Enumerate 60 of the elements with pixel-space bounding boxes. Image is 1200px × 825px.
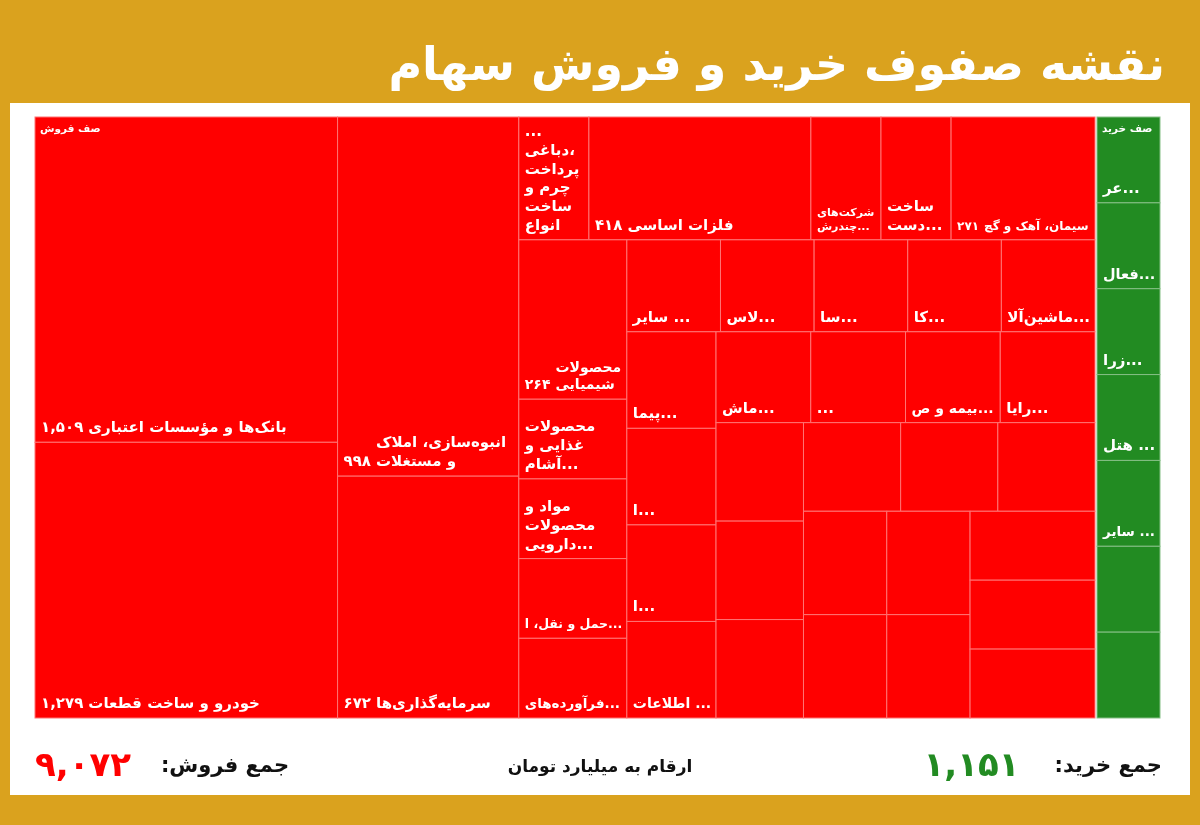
cell-label: کا... [913, 307, 946, 326]
cell-label: سا... [820, 307, 858, 326]
cell-label: خودرو و ساخت قطعات [88, 694, 260, 712]
cell-label: لاس... [726, 307, 776, 326]
cell-label: ... [524, 122, 542, 141]
cell-label: رایا... [1006, 398, 1049, 417]
cell-label: ماشین‌آلا... [1007, 307, 1091, 326]
value-label: ۹۹۸ [343, 452, 372, 471]
cell-label: پیما... [632, 404, 678, 423]
cell-label: ا... [632, 597, 656, 616]
value-label: ۲۶۴ [524, 376, 551, 393]
cell-label: ماش... [722, 398, 775, 417]
cell-label: ساخت [887, 197, 935, 216]
cell-label: حمل و نقل، ا... [524, 616, 623, 632]
cell-label: فعال... [1103, 265, 1156, 282]
cell-label: سایر ... [632, 307, 691, 326]
cell-label: غذایی و [524, 436, 585, 455]
annotation: ارقام به میلیارد تومان [507, 756, 693, 776]
annotation: ۱,۱۵۱ [923, 744, 1020, 784]
cell-label: ا... [632, 500, 656, 519]
cell-label: آشام... [524, 454, 579, 473]
cell-label: سیمان، آهک و گچ [984, 218, 1089, 233]
annotation: جمع خرید: [1054, 753, 1162, 777]
title: نقشه صفوف خرید و فروش سهام [388, 37, 1165, 91]
cell-label: ... [816, 398, 834, 417]
cell-label: مواد و [524, 497, 571, 516]
value-label: ۶۷۲ [343, 694, 372, 712]
cell-label: اطلاعات ... [632, 695, 712, 711]
value-label: ۴۱۸ [594, 215, 623, 234]
annotation: جمع فروش: [160, 753, 290, 777]
cell-label: محصولات [524, 515, 596, 534]
cell-label: سرمایه‌گذاری‌ها [376, 694, 491, 712]
cell-label: سایر ... [1103, 523, 1155, 540]
cell-label: هتل ... [1103, 436, 1156, 455]
value-label: ۱,۵۰۹ [41, 418, 84, 437]
cell-label: پرداخت [524, 159, 580, 178]
cell-label: بیمه و ص... [911, 399, 994, 416]
cell-label: ساخت [524, 197, 572, 216]
annotation: ۹,۰۷۲ [35, 744, 131, 784]
cell-label: دارویی... [524, 534, 594, 553]
cell-label: زرا... [1103, 350, 1143, 369]
cell-label: فلزات اساسی [627, 215, 734, 234]
cell-label: دباغی، [524, 140, 575, 159]
cell-label: محصولات [524, 417, 596, 436]
value-label: ۱,۲۷۹ [41, 694, 84, 712]
cell-label: چرم و [524, 178, 571, 197]
subtitle: صف فروش [40, 122, 101, 134]
cell-label: محصولات [555, 358, 622, 375]
cell-label: شیمیایی [555, 376, 615, 393]
cell-label: عر... [1103, 178, 1140, 197]
cell-label: فرآورده‌های... [524, 695, 620, 711]
cell-label: انبوه‌سازی، املاک [376, 433, 507, 452]
subtitle: صف خرید [1102, 122, 1153, 134]
cell-label: شرکت‌های [816, 206, 875, 220]
cell-label: دست... [887, 215, 943, 234]
value-label: ۲۷۱ [957, 218, 980, 233]
cell-label: چندرش... [816, 219, 870, 233]
cell-label: بانک‌ها و مؤسسات اعتباری [88, 418, 287, 437]
cell-label: انواع [524, 215, 561, 234]
cell-label: و مستغلات [376, 452, 457, 471]
